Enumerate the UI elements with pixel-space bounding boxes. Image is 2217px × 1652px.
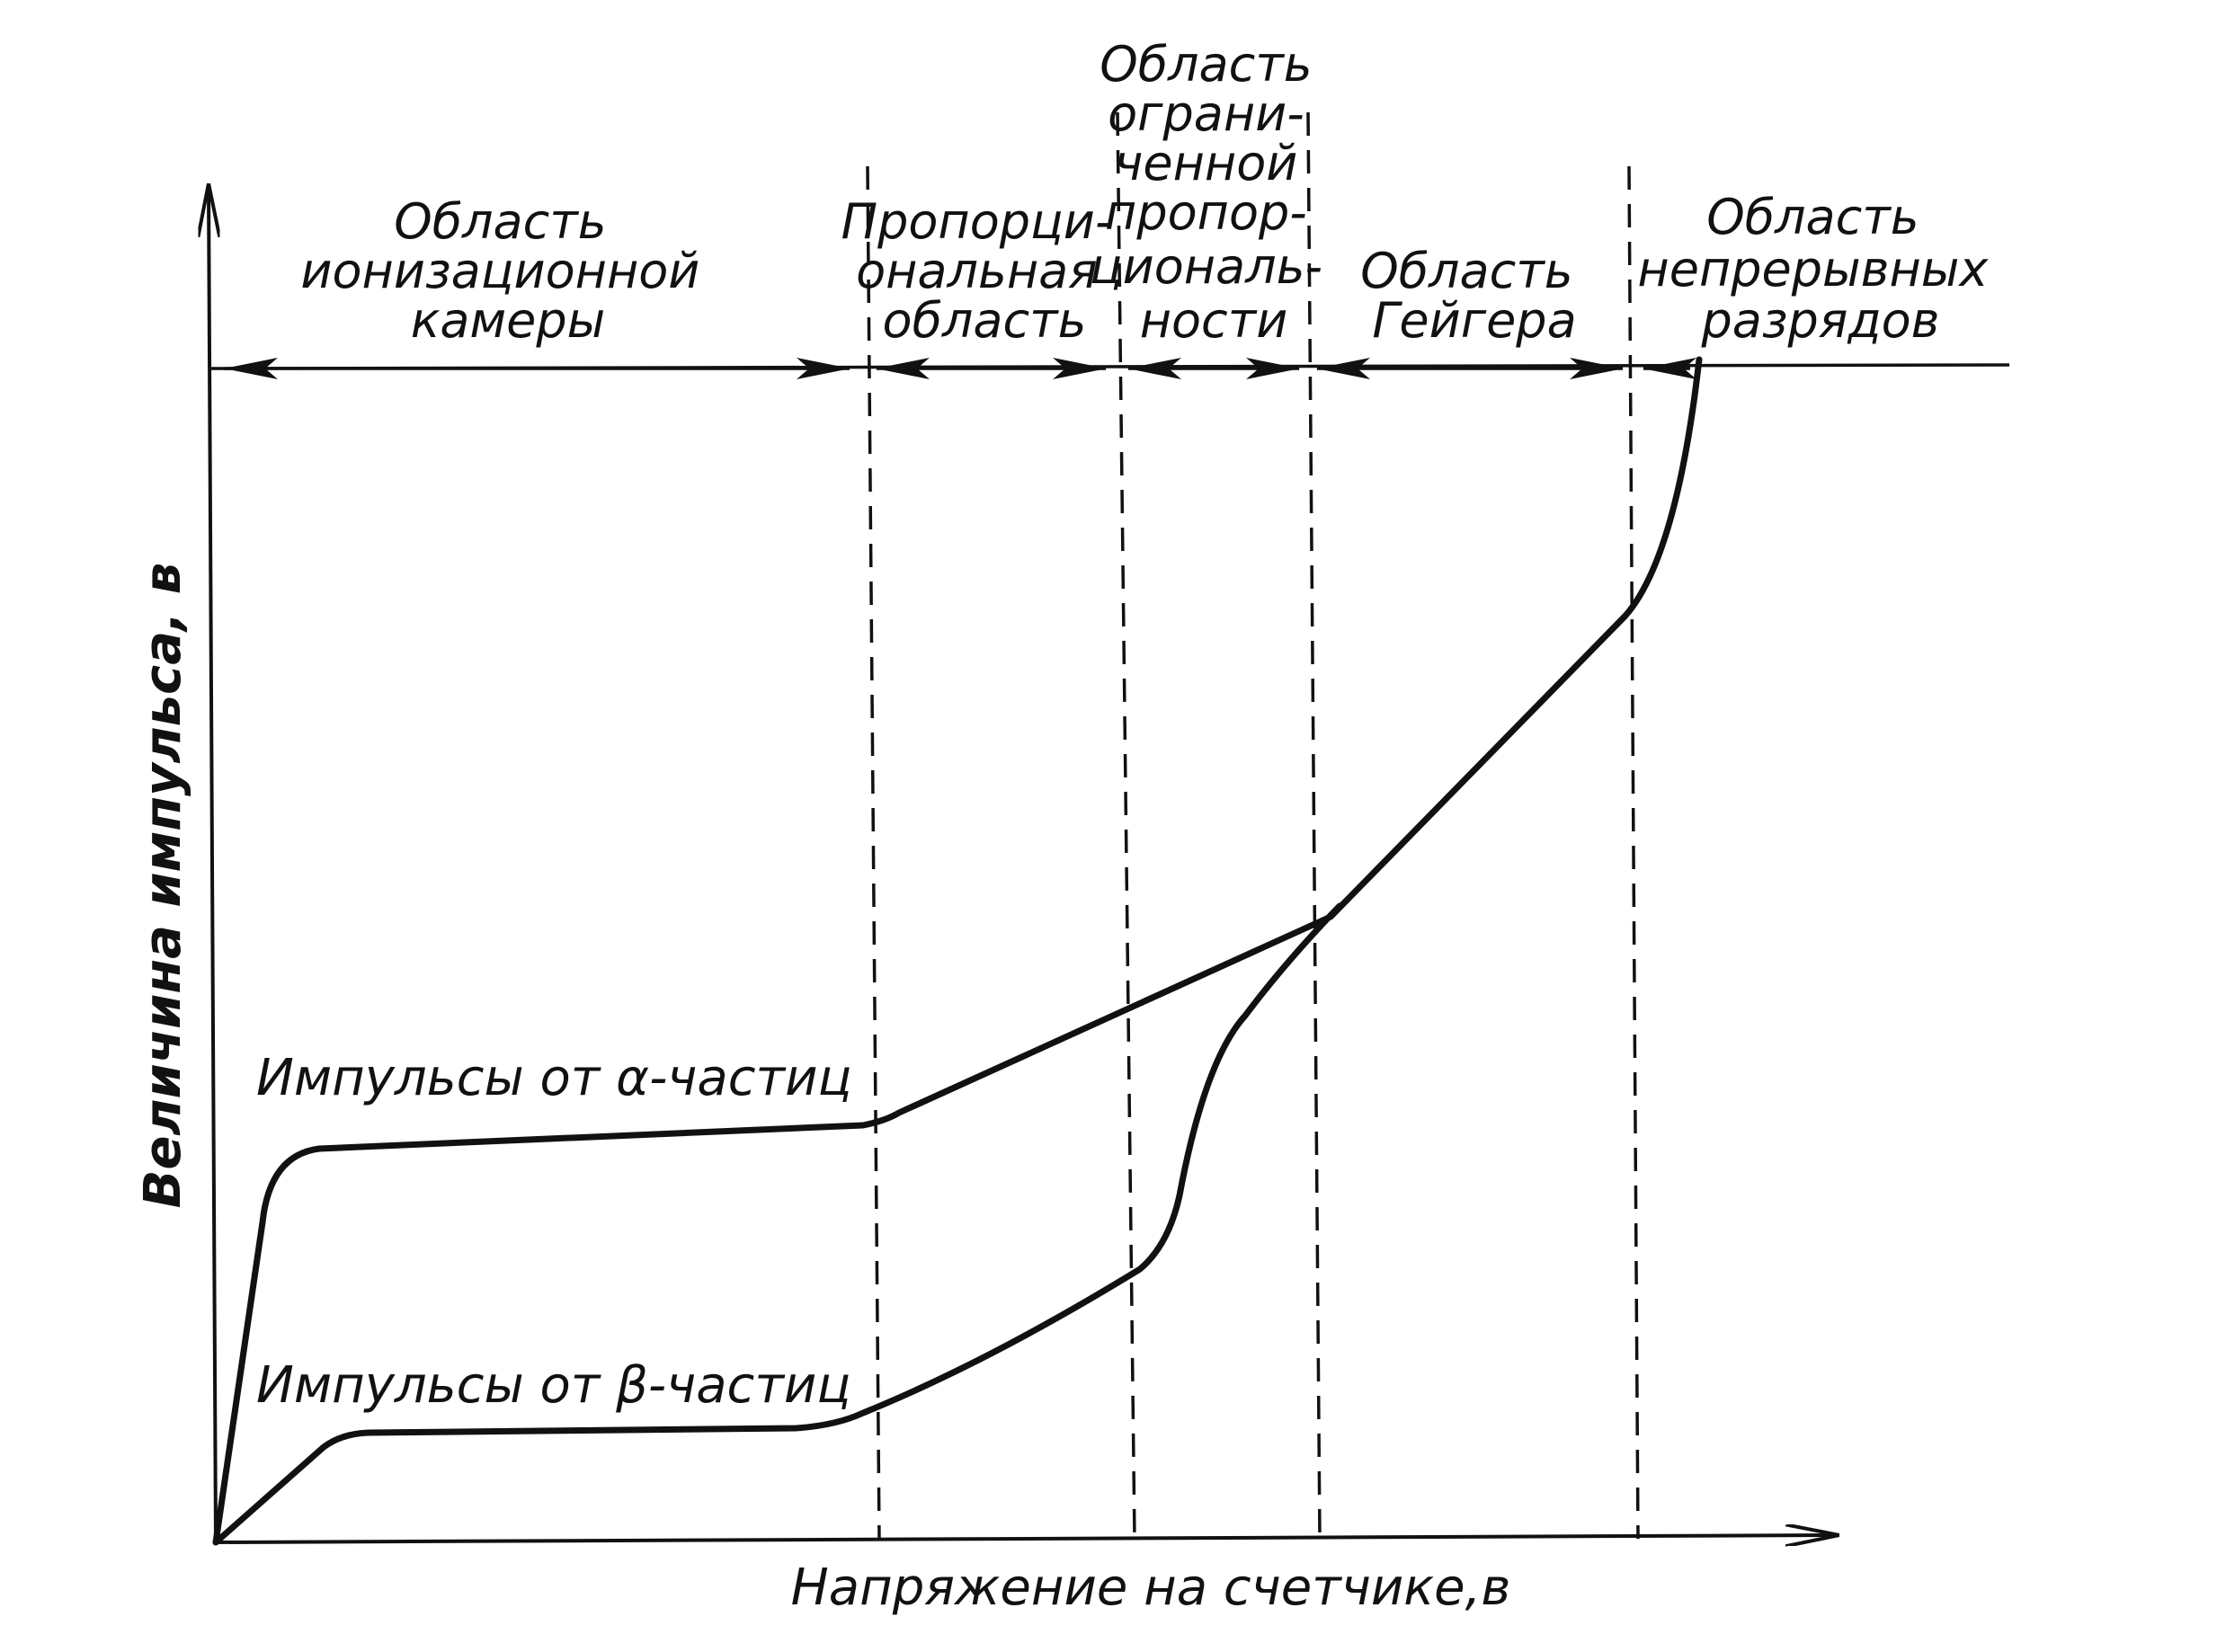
region-label-limited: Область ограни- ченной пропор- циональ- … [1090, 36, 1338, 349]
boundary-prop-limited [1116, 111, 1136, 1540]
beta-curve [212, 902, 1343, 1546]
beta-curve-label: Импульсы от β-частиц [256, 1356, 850, 1415]
region-label-prop: Пропорци- ональная область [841, 193, 1127, 349]
region-label-ion: Область ионизационной камеры [300, 193, 715, 349]
y-axis [209, 184, 216, 1543]
boundary-geiger-continuous [1627, 165, 1640, 1540]
boundary-limited-geiger [1306, 111, 1322, 1540]
alpha-curve [212, 356, 1703, 1546]
region-label-geiger: Область Гейгера [1360, 243, 1589, 349]
alpha-curve-label: Импульсы от α-частиц [256, 1049, 852, 1107]
x-axis [215, 1535, 1839, 1542]
region-label-continuous: Область непрерывных разрядов [1637, 189, 2003, 349]
y-axis-title: Величина импульса, в [134, 563, 192, 1208]
boundary-ion-prop [866, 165, 881, 1540]
x-axis-title: Напряжение на счетчике,в [791, 1559, 1511, 1617]
